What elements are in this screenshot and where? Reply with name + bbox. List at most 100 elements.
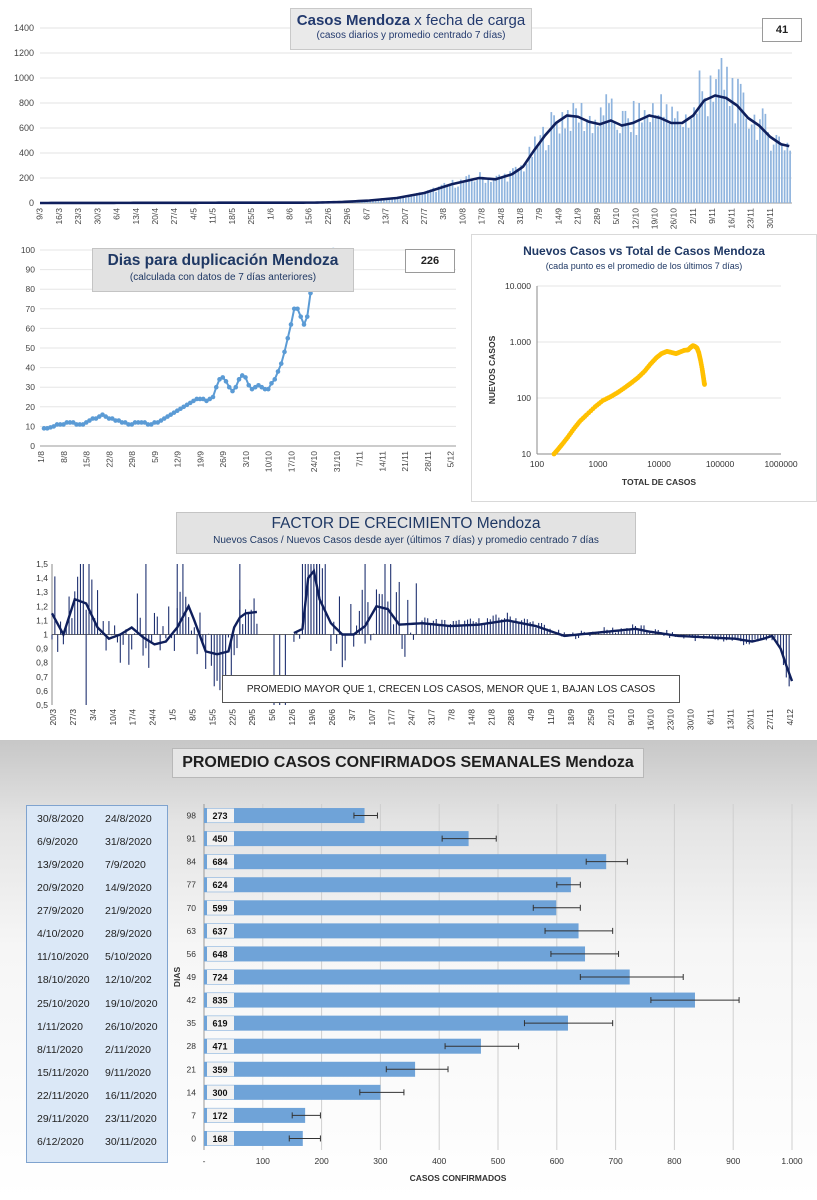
cases-daily-bar: [591, 133, 594, 203]
cases-daily-bar: [399, 196, 402, 203]
weekly-bar-label-bg: [207, 808, 234, 823]
weekly-bar-label: 619: [212, 1019, 227, 1029]
cases-x-tick: 28/9: [592, 208, 602, 225]
cases-daily-bar: [432, 187, 435, 203]
weekly-bar: [204, 1038, 481, 1054]
cases-x-tick: 30/11: [765, 208, 775, 229]
week-start-date: 2/11/2020: [105, 1043, 151, 1056]
cases-x-tick: 16/11: [726, 208, 736, 229]
week-range-row: 8/11/2020 2/11/2020: [27, 1041, 167, 1061]
growth-x-tick: 17/4: [128, 709, 138, 726]
cases-daily-bar: [720, 58, 723, 203]
week-start-date: 12/10/202: [105, 974, 152, 987]
weekly-bar: [204, 1015, 568, 1031]
cases-daily-bar: [583, 131, 586, 203]
new-vs-total-x-tick: 100000: [706, 459, 735, 469]
new-vs-total-x-tick: 1000000: [764, 459, 797, 469]
doubling-y-tick: 80: [26, 284, 36, 294]
cases-x-tick: 16/3: [54, 208, 64, 225]
new-vs-total-subtitle: (cada punto es el promedio de los último…: [545, 261, 743, 271]
cases-daily-bar: [616, 129, 619, 203]
week-start-date: 9/11/2020: [105, 1066, 151, 1079]
weekly-bar: [204, 969, 630, 985]
cases-y-tick: 400: [19, 148, 34, 158]
growth-factor-chart: 0,5 0,6 0,7 0,8 0,9 1 1,1 1,2 1,3 1,4 1,5 20/3 27/3 3…: [36, 559, 795, 730]
doubling-x-tick: 22/8: [104, 451, 114, 468]
growth-x-tick: 20/3: [48, 709, 58, 726]
new-vs-total-x-tick: 1000: [589, 459, 608, 469]
growth-x-tick: 17/7: [387, 709, 397, 726]
daily-cases-title-rest: x fecha de carga: [410, 12, 526, 29]
cases-daily-bar: [564, 128, 566, 203]
cases-daily-bar: [690, 118, 693, 203]
new-vs-total-y-label: NUEVOS CASOS: [487, 335, 497, 404]
cases-daily-bar: [531, 156, 533, 203]
cases-daily-bar: [638, 102, 641, 203]
cases-daily-bar: [671, 106, 673, 203]
weekly-bar-label-bg: [207, 877, 234, 892]
growth-x-tick: 10/4: [108, 709, 118, 726]
doubling-point: [304, 314, 310, 319]
growth-y-tick: 1: [43, 630, 48, 640]
doubling-y-tick: 40: [26, 363, 36, 373]
doubling-point: [90, 416, 96, 421]
cases-daily-bar: [575, 108, 577, 203]
week-range-row: 22/11/2020 16/11/2020: [27, 1087, 167, 1107]
cases-daily-bar: [435, 191, 437, 203]
doubling-point: [197, 396, 203, 402]
weekly-bar-label: 273: [212, 811, 227, 821]
cases-daily-bar: [646, 114, 649, 203]
week-end-date: 6/12/2020: [37, 1135, 84, 1148]
growth-y-tick: 1,5: [36, 559, 48, 569]
weekly-bar-label: 359: [212, 1065, 227, 1075]
cases-y-tick: 0: [29, 198, 34, 208]
cases-daily-bar: [566, 110, 569, 203]
doubling-x-tick: 7/11: [355, 451, 365, 467]
cases-daily-bar: [410, 194, 413, 203]
weekly-x-tick: 300: [373, 1156, 387, 1166]
cases-y-tick: 1200: [14, 48, 34, 58]
doubling-x-tick: 19/9: [195, 451, 205, 468]
cases-daily-bar: [734, 123, 737, 203]
cases-daily-bar: [470, 178, 473, 203]
cases-daily-bar: [394, 198, 396, 203]
weekly-day-label: 7: [191, 1110, 196, 1120]
cases-daily-bar: [706, 116, 709, 203]
cases-daily-bar: [512, 168, 514, 203]
weekly-day-label: 77: [187, 880, 197, 890]
weekly-day-label: 63: [187, 926, 197, 936]
new-vs-total-panel: 10 100 1.000 10.000 100 1000 10000 100000 100000…: [471, 234, 817, 502]
cases-x-tick: 17/8: [477, 208, 487, 225]
cases-daily-bar: [673, 118, 676, 203]
cases-daily-bar: [586, 119, 588, 203]
growth-x-tick: 24/4: [148, 709, 158, 726]
cases-daily-bar: [369, 200, 372, 203]
doubling-point: [265, 386, 271, 392]
cases-x-tick: 6/4: [112, 208, 122, 220]
new-vs-total-x-tick: 10000: [647, 459, 671, 469]
cases-daily-bar: [429, 189, 432, 203]
cases-daily-bar: [479, 172, 481, 203]
growth-x-tick: 26/6: [327, 709, 337, 726]
cases-x-tick: 8/6: [284, 208, 294, 220]
doubling-point: [74, 422, 79, 427]
cases-daily-bar: [487, 177, 490, 203]
growth-x-tick: 9/10: [626, 709, 636, 726]
cases-daily-bar: [613, 122, 616, 203]
weekly-day-label: 14: [187, 1087, 197, 1097]
weekly-bar: [204, 1061, 416, 1077]
cases-daily-bar: [490, 182, 492, 203]
weekly-bar-label: 835: [212, 996, 227, 1006]
cases-daily-bar: [525, 163, 528, 203]
weekly-bar: [204, 877, 571, 893]
weekly-bar: [204, 923, 579, 939]
cases-x-tick: 3/8: [438, 208, 448, 220]
cases-daily-bar: [462, 180, 465, 203]
doubling-days-title-text: Dias para duplicación Mendoza: [107, 252, 339, 269]
growth-x-tick: 20/11: [745, 709, 755, 730]
growth-x-tick: 27/3: [68, 709, 78, 726]
cases-daily-bar: [695, 113, 698, 203]
doubling-point: [54, 422, 60, 427]
doubling-point: [223, 379, 229, 384]
cases-daily-bar: [534, 136, 536, 203]
